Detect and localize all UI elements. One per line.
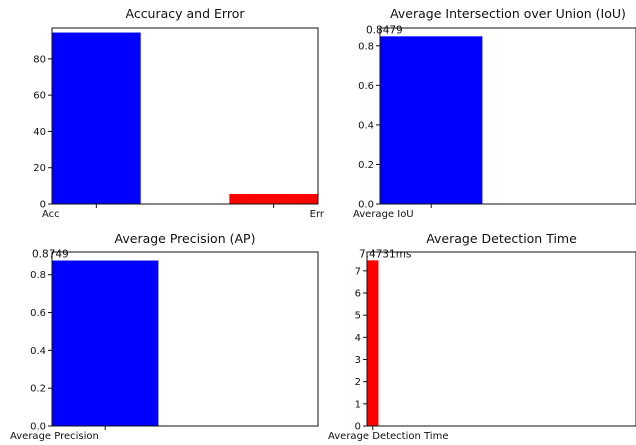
y-tick-label: 0.8	[30, 270, 46, 281]
bar-acc	[52, 32, 141, 204]
y-tick-label: 0	[40, 200, 46, 211]
y-tick-label: 0.8	[358, 41, 374, 52]
y-tick-label: 2	[355, 377, 361, 388]
chart-panel-1: Accuracy and Error 0 20 40 60 80 Acc Err	[33, 6, 325, 220]
y-tick-label: 6	[355, 289, 361, 300]
bar-average-iou	[380, 36, 483, 204]
chart-panel-3: Average Precision (AP) 0.8749 0.0 0.2 0.4 0.6…	[10, 231, 319, 442]
x-tick-label: Average Detection Time	[328, 431, 448, 442]
chart-title: Accuracy and Error	[125, 6, 245, 21]
y-tick-label: 40	[33, 127, 46, 138]
y-tick-label: 0.6	[358, 81, 374, 92]
y-tick-label: 0.2	[358, 160, 374, 171]
y-tick-label: 3	[355, 355, 361, 366]
chart-title: Average Intersection over Union (IoU)	[390, 6, 626, 21]
bar-err	[229, 194, 318, 204]
y-tick-label: 20	[33, 163, 46, 174]
chart-title: Average Precision (AP)	[115, 231, 256, 246]
chart-panel-2: Average Intersection over Union (IoU) 0.8…	[353, 6, 636, 220]
y-tick-label: 0.0	[30, 422, 46, 433]
x-tick-label: Average IoU	[353, 209, 414, 220]
plot-frame	[379, 27, 636, 205]
data-label: 0.8479	[366, 24, 403, 36]
y-tick-label: 0.4	[358, 120, 374, 131]
y-tick-label: 80	[33, 54, 46, 65]
y-tick-label: 4	[355, 333, 361, 344]
chart-title: Average Detection Time	[426, 231, 577, 246]
y-tick-label: 0.2	[30, 384, 46, 395]
plot-frame	[51, 27, 319, 205]
x-tick-label: Acc	[42, 209, 60, 220]
chart-panel-4: Average Detection Time 7.4731ms 0 1 2 3 4 5 6 7 Av…	[328, 231, 636, 442]
data-label: 0.8749	[32, 249, 69, 261]
y-tick-label: 60	[33, 91, 46, 102]
y-tick-label: 0	[355, 422, 361, 433]
plot-frame	[51, 251, 319, 427]
bar-average-detection-time	[367, 260, 379, 426]
plot-frame	[366, 251, 636, 427]
y-tick-label: 7	[355, 266, 361, 277]
x-tick-label: Average Precision	[10, 431, 99, 442]
y-tick-label: 0.6	[30, 308, 46, 319]
y-tick-label: 1	[355, 399, 361, 410]
bar-average-precision	[52, 260, 159, 426]
y-tick-label: 0.0	[358, 200, 374, 211]
y-tick-label: 0.4	[30, 346, 46, 357]
x-tick-label: Err	[310, 209, 325, 220]
data-label: 7.4731ms	[359, 248, 411, 260]
y-tick-label: 5	[355, 311, 361, 322]
